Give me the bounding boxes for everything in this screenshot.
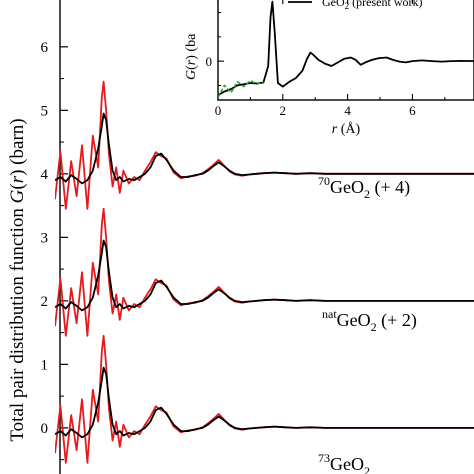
series-label: natGeO2 (+ 2)	[322, 307, 417, 334]
y-axis-title: Total pair distribution function G(r) (b…	[7, 118, 28, 441]
y-tick-label: 1	[41, 357, 49, 373]
series-group	[55, 207, 474, 337]
y-tick-label: 4	[41, 167, 49, 183]
series-label: 70GeO2 (+ 4)	[318, 174, 410, 201]
inset-x-tick-label: 2	[280, 103, 287, 118]
inset-frame	[217, 0, 474, 101]
y-tick-label: 2	[41, 294, 49, 310]
inset-x-axis-title: r (Å)	[332, 121, 361, 137]
y-tick-label: 6	[41, 40, 49, 56]
series-line-red	[55, 80, 474, 210]
series-group	[55, 334, 474, 464]
legend-entry: GeO2 (present work)	[322, 0, 422, 11]
inset-y-tick-label: 0	[206, 54, 213, 69]
y-tick-label: 3	[41, 230, 49, 246]
inset-y-axis-title: G(r) (ba	[184, 33, 199, 80]
inset-series-dashed-green	[218, 79, 264, 98]
inset-x-tick-label: 6	[409, 103, 416, 118]
series-group	[55, 80, 474, 210]
series-line-black	[55, 366, 474, 439]
inset-x-tick-label: 4	[344, 103, 351, 118]
main-plot: 0 1 2 3 4 5 6 Total pair distribution function …	[7, 0, 474, 474]
series-label: 73GeO2	[318, 451, 370, 474]
series-line-red	[55, 334, 474, 464]
series-line-black	[55, 239, 474, 312]
y-tick-label: 0	[41, 421, 49, 437]
inset-x-tick-label: 0	[215, 103, 222, 118]
series-line-black	[55, 112, 474, 185]
inset-series-group	[218, 0, 474, 98]
y-tick-label: 5	[41, 103, 49, 119]
inset-plot: 0 2 4 6 0 r (Å) G(r) (ba GeO2 (present work)	[184, 0, 474, 137]
